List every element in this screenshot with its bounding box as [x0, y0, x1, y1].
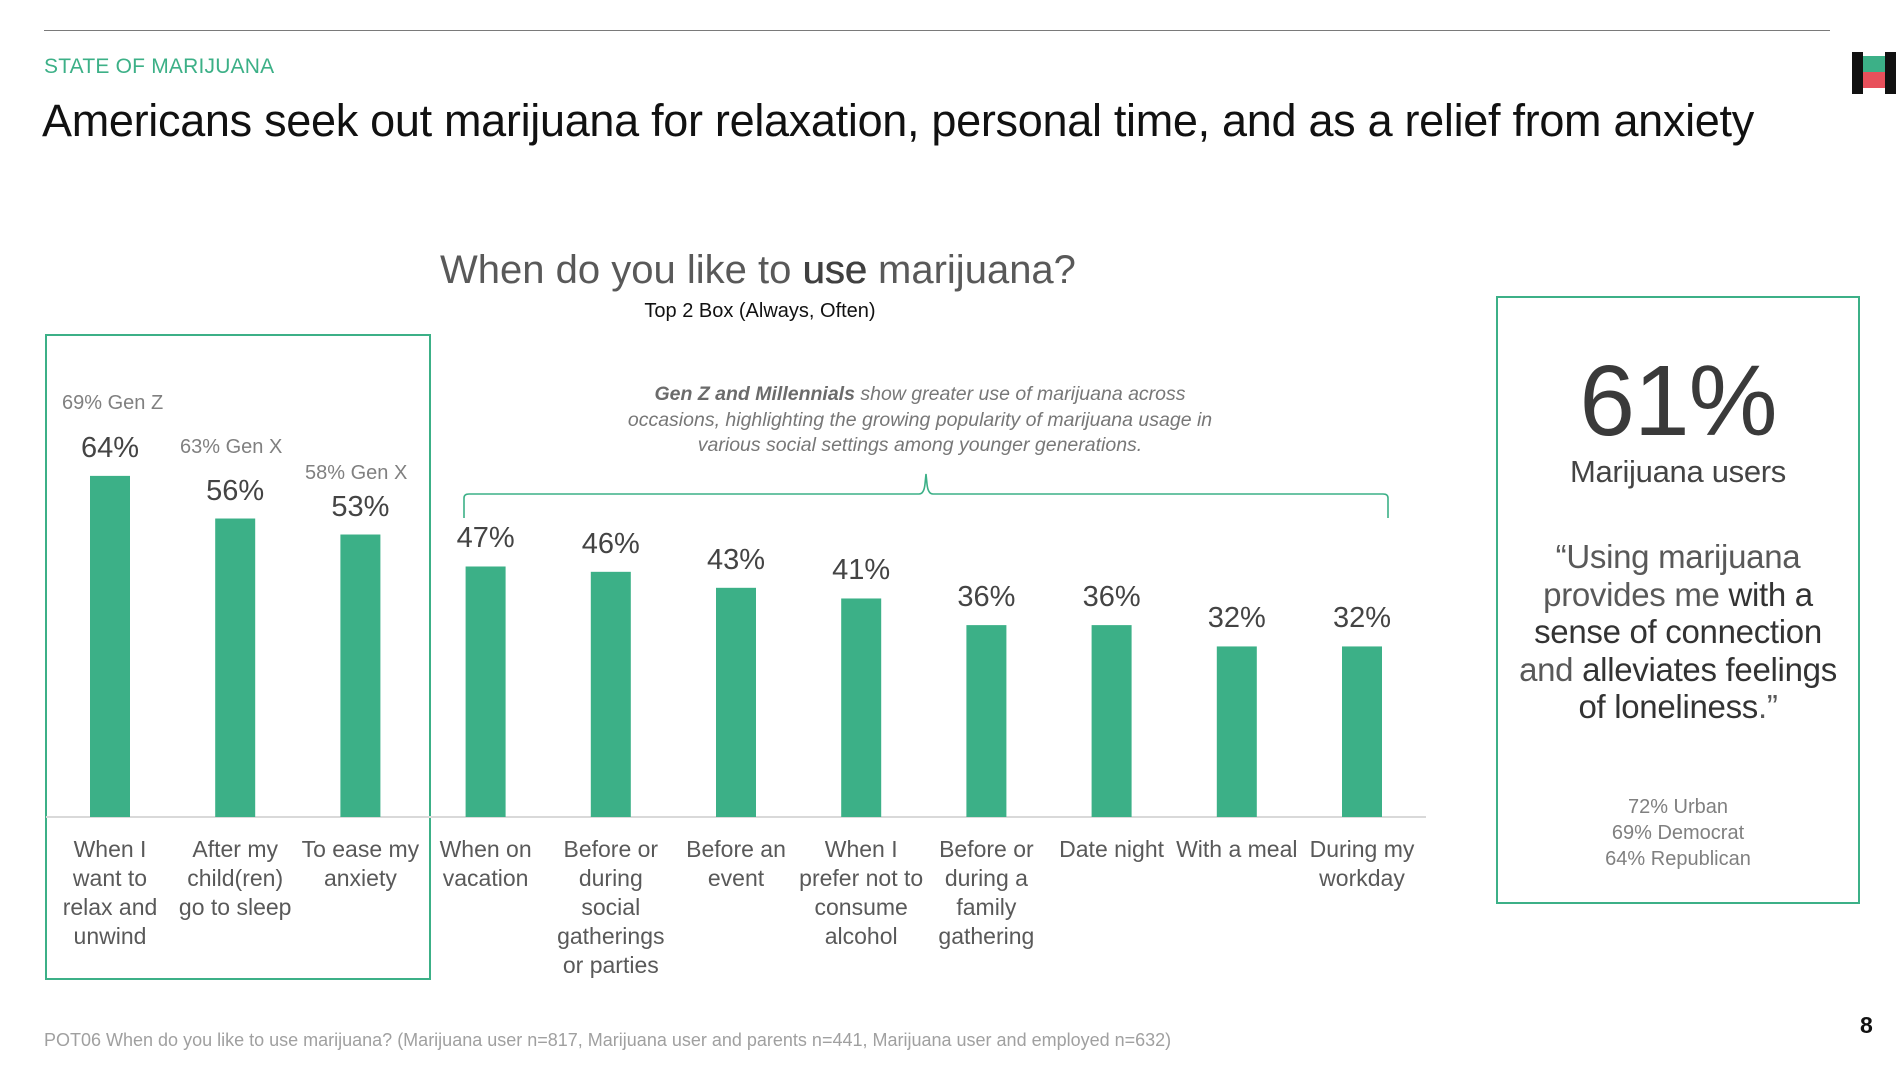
chart-question: When do you like to use marijuana?: [440, 248, 1076, 293]
data-label: 47%: [456, 522, 515, 555]
bar: [716, 587, 756, 817]
generation-note: 69% Gen Z: [62, 392, 164, 414]
data-label: 43%: [706, 543, 766, 576]
annotation-strong: Gen Z and Millennials: [654, 383, 855, 405]
data-label: 46%: [581, 527, 640, 560]
quote-part: with a sense of connection: [1534, 575, 1822, 651]
section-kicker: STATE OF MARIJUANA: [44, 55, 275, 78]
bar: [90, 475, 130, 817]
category-label: Date night: [1059, 836, 1165, 862]
bar: [215, 518, 256, 817]
generation-note: 58% Gen X: [305, 462, 408, 484]
brand-logo-icon: [1852, 52, 1896, 94]
page-title: Americans seek out marijuana for relaxat…: [42, 95, 1754, 146]
quote-part: and: [1519, 650, 1583, 688]
data-label: 32%: [1332, 602, 1392, 635]
page-number: 8: [1860, 1012, 1873, 1038]
chart-subtitle: Top 2 Box (Always, Often): [644, 300, 876, 322]
bar: [966, 625, 1007, 817]
stat-demographics: 72% Urban 69% Democrat 64% Republican: [1498, 794, 1858, 872]
bar: [1342, 646, 1382, 817]
data-label: 36%: [1082, 581, 1141, 614]
stat-percentage: 61%: [1579, 345, 1777, 457]
category-label: Before an event: [686, 836, 786, 891]
stat-card: 61% Marijuana users “Using marijuana pro…: [1496, 296, 1860, 904]
generation-note: 63% Gen X: [180, 436, 283, 458]
generation-annotation: Gen Z and Millennials show greater use o…: [610, 382, 1230, 459]
bar: [465, 566, 506, 817]
footnote: POT06 When do you like to use marijuana?…: [44, 1030, 1172, 1050]
data-label: 53%: [331, 490, 390, 523]
bar: [340, 534, 381, 817]
question-text-before: When do you like to: [440, 248, 803, 292]
demographic-item: 72% Urban: [1627, 796, 1729, 818]
question-text-after: marijuana?: [866, 248, 1076, 292]
top-rule: [44, 30, 1830, 31]
data-label: 41%: [832, 554, 891, 587]
annotation-rest: show greater use of marijuana across occ…: [627, 383, 1213, 456]
category-label: When I want to relax and unwind: [62, 836, 158, 949]
data-label: 36%: [957, 581, 1016, 614]
category-label: After my child(ren) go to sleep: [178, 836, 292, 920]
category-label: With a meal: [1176, 836, 1298, 862]
bar: [1091, 625, 1132, 817]
demographic-item: 69% Democrat: [1611, 822, 1745, 844]
quote-part: .”: [1758, 688, 1778, 725]
quote-part: alleviates feelings of loneliness: [1578, 650, 1837, 726]
generation-highlight-box: [45, 334, 431, 980]
category-label: During my workday: [1309, 836, 1415, 891]
demographic-item: 64% Republican: [1605, 848, 1751, 870]
data-label: 64%: [80, 431, 140, 464]
quote-part: “Using marijuana provides me: [1543, 538, 1801, 613]
bar: [1216, 646, 1257, 817]
category-label: Before or during social gatherings or pa…: [557, 836, 665, 978]
bar: [590, 571, 631, 817]
bar: [841, 598, 882, 817]
category-label: When I prefer not to consume alcohol: [799, 836, 924, 949]
category-label: Before or during a family gathering: [938, 836, 1035, 949]
category-label: To ease my anxiety: [301, 836, 420, 891]
stat-label: Marijuana users: [1569, 454, 1787, 489]
category-label: When on vacation: [439, 836, 532, 891]
annotation-bracket: [463, 473, 1389, 518]
question-emphasis: use: [802, 248, 867, 292]
data-label: 56%: [206, 474, 265, 507]
user-quote: “Using marijuana provides me with a sens…: [1508, 538, 1848, 726]
data-label: 32%: [1207, 602, 1266, 635]
